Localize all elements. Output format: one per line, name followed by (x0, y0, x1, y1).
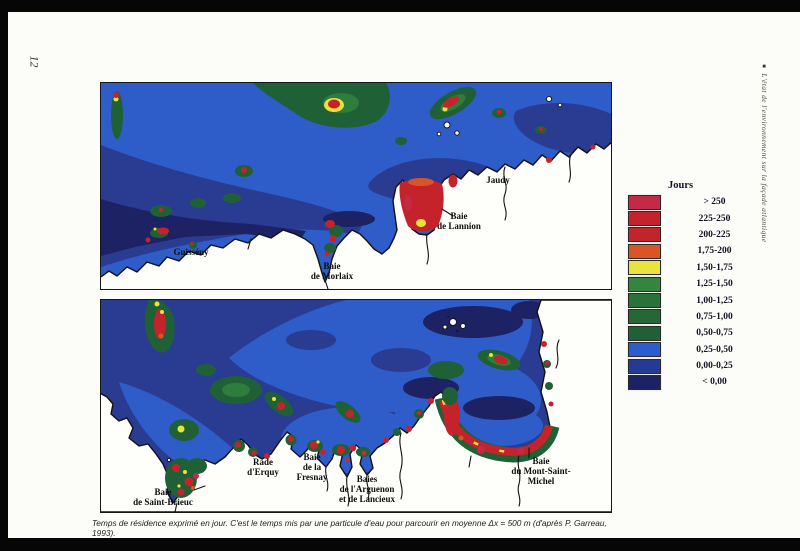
legend-label: 1,75-200 (697, 246, 732, 257)
legend-swatch (627, 275, 662, 293)
legend-label: 1,00-1,25 (696, 295, 733, 306)
legend-row: 1,75-200 (627, 242, 768, 260)
legend-label: 0,25-0,50 (696, 344, 733, 355)
lannion-hotspot (399, 180, 444, 232)
legend-swatch (627, 373, 662, 391)
legend-swatch (627, 259, 662, 277)
legend-label: 0,75-1,00 (696, 311, 733, 322)
legend-row: 0,75-1,00 (627, 308, 768, 326)
sidebar-caption: ■ L'état de l'environnement sur la façade… (760, 64, 769, 294)
label-leader-line (441, 208, 454, 217)
legend-label: 225-250 (698, 213, 731, 224)
sidebar-caption-text: L'état de l'environnement sur la façade … (760, 73, 769, 243)
legend-swatch (627, 193, 662, 211)
legend-row: 1,50-1,75 (627, 259, 768, 277)
map-label-baies-arguenon-lancieux: Baies de l'Arguenon et de Lancieux (339, 474, 395, 505)
legend-row: > 250 (627, 193, 768, 211)
legend-label: 1,50-1,75 (696, 262, 733, 273)
page-number: 12 (27, 55, 42, 68)
map-label-baie-de-morlaix: Baie de Morlaix (310, 261, 354, 282)
section-bullet-icon: ■ (761, 64, 767, 71)
legend-label: 0,00-0,25 (696, 361, 733, 372)
label-leader-line (193, 485, 206, 491)
map-label-baie-de-la-fresnay: Baie de la Fresnay (296, 452, 328, 483)
legend-swatch (627, 226, 662, 244)
map-label-baie-saint-brieuc: Baie de Saint-Brieuc (133, 487, 193, 508)
legend-row: 0,50-0,75 (627, 324, 768, 342)
legend-label: 200-225 (698, 229, 731, 240)
legend-swatch (627, 357, 662, 375)
legend-row: 1,00-1,25 (627, 292, 768, 310)
legend-swatch (627, 242, 662, 260)
bottom-map-graphic (101, 300, 611, 512)
legend-row: < 0,00 (627, 373, 768, 391)
legend-swatch (627, 292, 662, 310)
legend-title: Jours (668, 180, 694, 191)
figure-caption: Temps de résidence exprimé en jour. C'es… (92, 518, 607, 538)
legend-swatch (627, 210, 662, 228)
legend-row: 0,25-0,50 (627, 341, 768, 359)
map-label-guisseny: Guissény (173, 247, 209, 257)
legend-swatch (627, 308, 662, 326)
coastline-land (101, 141, 611, 289)
legend-label: < 0,00 (702, 377, 727, 388)
bottom-map-panel: Rade d'Erquy Baie de la Fresnay Baies de… (100, 299, 612, 513)
legend-label: 1,25-1,50 (696, 279, 733, 290)
legend-label: 0,50-0,75 (696, 328, 733, 339)
map-label-baie-mont-saint-michel: Baie du Mont-Saint-Michel (511, 456, 571, 487)
legend-swatch (627, 324, 662, 342)
document-page: 12 ■ L'état de l'environnement sur la faç… (8, 12, 800, 538)
legend-row: 1,25-1,50 (627, 275, 768, 293)
top-map-graphic (101, 83, 611, 289)
legend-label: > 250 (703, 197, 726, 208)
legend-swatch (627, 341, 662, 359)
legend-row: 0,00-0,25 (627, 357, 768, 375)
top-map-panel: Guissény Baie de Morlaix Baie de Lannion… (100, 82, 612, 290)
legend-row: 225-250 (627, 210, 768, 228)
map-label-jaudy: Jaudy (486, 175, 510, 185)
map-label-rade-erquy: Rade d'Erquy (247, 457, 279, 478)
legend-row: 200-225 (627, 226, 768, 244)
map-label-baie-de-lannion: Baie de Lannion (437, 211, 481, 232)
map-legend: Jours > 250 225-250 200-225 1,75-200 1,5… (627, 180, 768, 391)
residence-hotspot (253, 83, 390, 128)
